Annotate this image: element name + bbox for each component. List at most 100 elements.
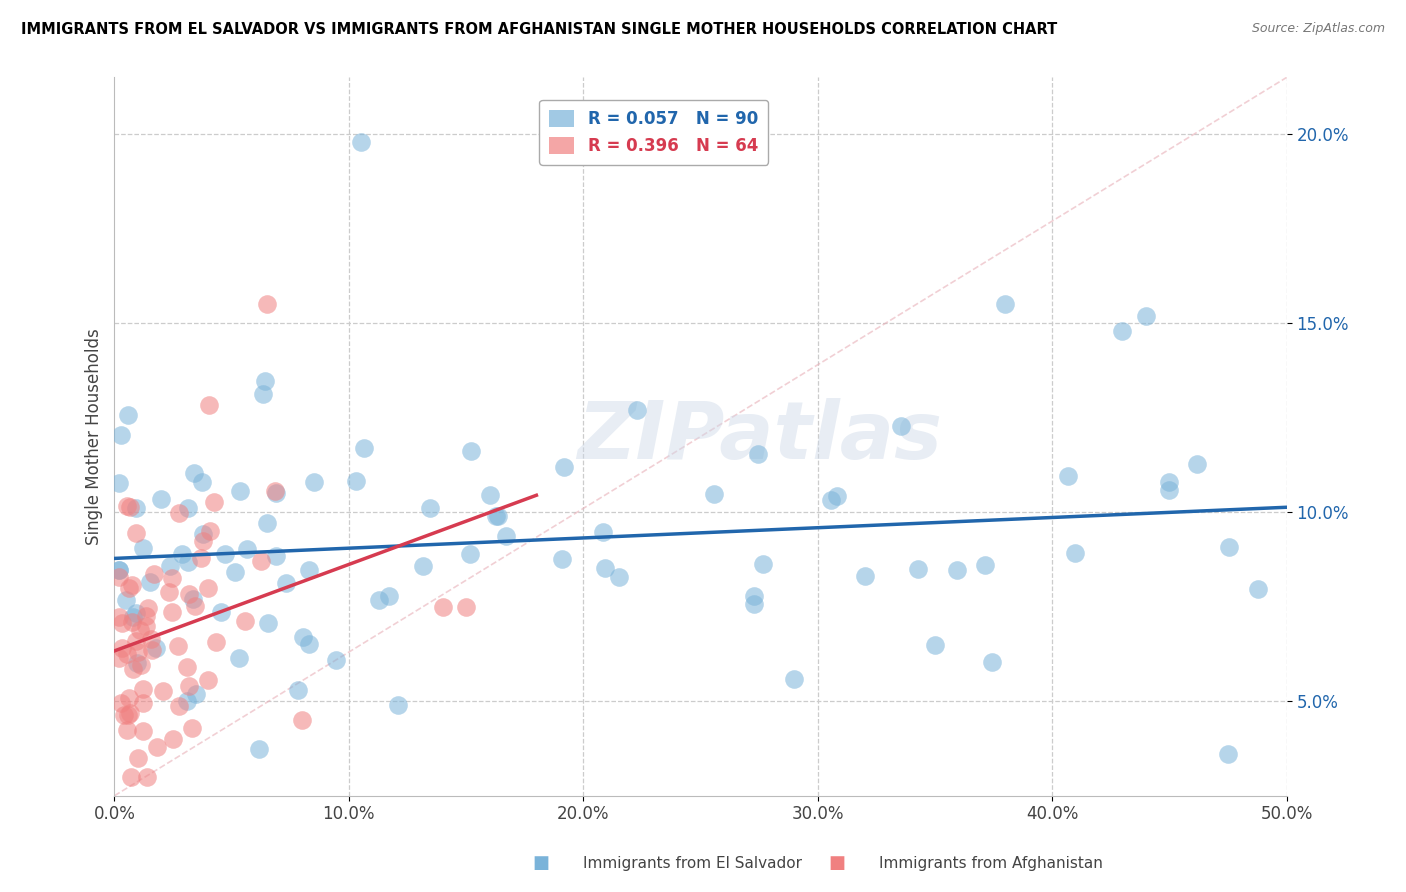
Point: [193, 527, 215, 541]
Point: [160, 605, 183, 619]
Point: [1185, 457, 1208, 471]
Point: [172, 548, 194, 562]
Point: [135, 770, 157, 784]
Point: [479, 488, 502, 502]
Point: [349, 135, 371, 149]
Point: [167, 698, 190, 713]
Point: [122, 662, 145, 676]
Point: [378, 589, 401, 603]
Point: [118, 500, 141, 515]
Point: [132, 541, 155, 555]
Point: [233, 615, 256, 629]
Point: [298, 563, 321, 577]
Point: [181, 591, 204, 606]
Point: [136, 601, 159, 615]
Point: [179, 587, 201, 601]
Point: [486, 509, 509, 524]
Point: [264, 485, 287, 500]
Point: [412, 559, 434, 574]
Point: [197, 398, 219, 412]
Point: [432, 599, 454, 614]
Point: [179, 679, 201, 693]
Point: [853, 569, 876, 583]
Point: [298, 637, 321, 651]
Point: [254, 374, 277, 388]
Point: [145, 739, 167, 754]
Point: [162, 732, 184, 747]
Point: [209, 605, 232, 619]
Point: [198, 524, 221, 539]
Point: [115, 593, 138, 607]
Point: [131, 724, 153, 739]
Point: [907, 562, 929, 576]
Point: [344, 475, 367, 489]
Point: [205, 635, 228, 649]
Point: [946, 563, 969, 577]
Point: [160, 571, 183, 585]
Point: [592, 524, 614, 539]
Point: [495, 528, 517, 542]
Point: [1064, 546, 1087, 560]
Point: [304, 475, 326, 489]
Point: [197, 673, 219, 688]
Point: [167, 506, 190, 520]
Point: [353, 442, 375, 456]
Point: [981, 655, 1004, 669]
Point: [110, 696, 132, 710]
Point: [177, 501, 200, 516]
Point: [458, 547, 481, 561]
Point: [108, 475, 131, 490]
Point: [135, 618, 157, 632]
Point: [325, 653, 347, 667]
Text: Source: ZipAtlas.com: Source: ZipAtlas.com: [1251, 22, 1385, 36]
Point: [166, 639, 188, 653]
Point: [752, 557, 775, 571]
Point: [184, 687, 207, 701]
Point: [159, 559, 181, 574]
Point: [125, 606, 148, 620]
Point: [924, 638, 946, 652]
Point: [127, 751, 149, 765]
Point: [183, 466, 205, 480]
Point: [108, 563, 131, 577]
Point: [1247, 582, 1270, 597]
Point: [157, 585, 180, 599]
Point: [274, 576, 297, 591]
Point: [820, 493, 842, 508]
Point: [236, 541, 259, 556]
Point: [176, 694, 198, 708]
Point: [703, 487, 725, 501]
Point: [149, 491, 172, 506]
Point: [115, 723, 138, 737]
Point: [127, 656, 149, 670]
Point: [110, 428, 132, 442]
Point: [1135, 309, 1157, 323]
Point: [108, 563, 131, 577]
Point: [143, 567, 166, 582]
Point: [247, 741, 270, 756]
Point: [176, 660, 198, 674]
Point: [994, 297, 1017, 311]
Point: [626, 403, 648, 417]
Y-axis label: Single Mother Households: Single Mother Households: [86, 328, 103, 545]
Point: [191, 475, 214, 489]
Point: [125, 525, 148, 540]
Point: [742, 597, 765, 611]
Point: [135, 608, 157, 623]
Point: [460, 444, 482, 458]
Point: [742, 589, 765, 603]
Point: [1159, 483, 1181, 497]
Point: [180, 721, 202, 735]
Point: [249, 554, 271, 568]
Point: [593, 561, 616, 575]
Point: [197, 582, 219, 596]
Point: [256, 616, 278, 631]
Point: [551, 551, 574, 566]
Point: [783, 672, 806, 686]
Point: [111, 640, 134, 655]
Text: ■: ■: [533, 855, 550, 872]
Point: [252, 387, 274, 401]
Point: [129, 657, 152, 672]
Point: [108, 609, 131, 624]
Point: [214, 547, 236, 561]
